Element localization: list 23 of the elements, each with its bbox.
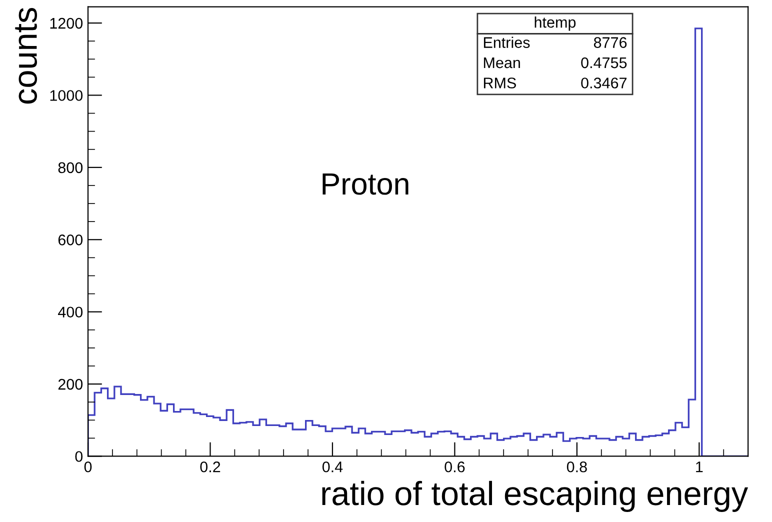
x-tick-label: 0.4 — [322, 461, 343, 472]
y-tick-label: 1200 — [50, 18, 83, 29]
x-tick-label: 0.6 — [444, 461, 465, 472]
annotation: Proton — [322, 173, 408, 195]
y-tick-label: 200 — [58, 378, 83, 390]
annotation: Mean — [484, 58, 520, 68]
annotation: Entries — [484, 36, 530, 48]
x-tick-label: 1 — [696, 462, 703, 472]
y-tick-label: 1000 — [50, 90, 83, 101]
y-tick-label: 600 — [58, 234, 83, 246]
y-tick-label: 0 — [75, 451, 83, 462]
annotation: htemp — [534, 16, 576, 31]
annotation: RMS — [484, 78, 516, 88]
y-tick-label: 400 — [58, 306, 83, 318]
x-tick-label: 0 — [84, 461, 92, 472]
x-tick-label: 0.2 — [200, 461, 220, 472]
y-tick-label: 800 — [58, 162, 83, 174]
annotation: 8776 — [594, 37, 627, 48]
y-axis-title: counts — [15, 8, 38, 104]
x-axis-title: ratio of total escaping energy — [322, 480, 748, 512]
annotation: 0.3467 — [581, 78, 627, 88]
x-tick-label: 0.8 — [566, 461, 587, 472]
annotation: 0.4755 — [581, 57, 627, 68]
